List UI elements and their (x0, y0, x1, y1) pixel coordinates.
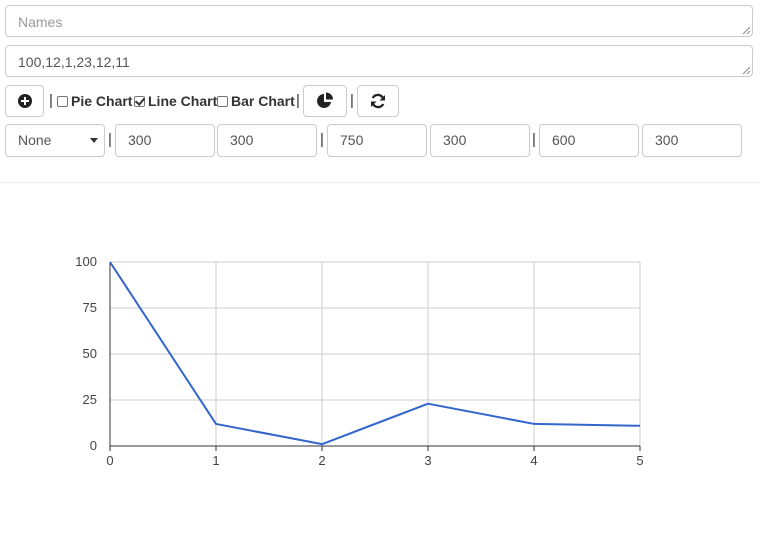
data-point (108, 260, 112, 264)
y-tick-label: 50 (83, 346, 97, 361)
size-field-2[interactable]: 300 (217, 124, 317, 157)
separator: | (296, 92, 300, 109)
size-field-1[interactable]: 300 (115, 124, 215, 157)
y-tick-label: 100 (75, 254, 97, 269)
names-placeholder: Names (18, 14, 63, 30)
y-tick-label: 75 (83, 300, 97, 315)
line-chart-option[interactable]: Line Chart (134, 93, 217, 109)
data-point (320, 442, 324, 446)
plus-circle-icon (17, 94, 32, 108)
series-line (109, 261, 641, 446)
x-tick-label: 1 (212, 453, 219, 468)
pie-chart-icon (317, 92, 333, 108)
separator: | (350, 92, 354, 109)
refresh-icon (371, 93, 385, 109)
x-tick-label: 2 (318, 453, 325, 468)
line-chart-label: Line Chart (148, 93, 218, 109)
y-tick-label: 0 (90, 438, 97, 453)
data-point (532, 422, 536, 426)
pie-chart-label: Pie Chart (71, 93, 133, 109)
pie-chart-option[interactable]: Pie Chart (57, 93, 132, 109)
x-tick-label: 0 (106, 453, 113, 468)
size-field-6[interactable]: 300 (642, 124, 742, 157)
draw-chart-button[interactable] (303, 85, 347, 117)
size-field-3[interactable]: 750 (327, 124, 427, 157)
separator: | (108, 131, 112, 148)
x-tick-label: 3 (424, 453, 431, 468)
separator: | (320, 131, 324, 148)
size-field-4[interactable]: 300 (430, 124, 530, 157)
names-textarea[interactable]: Names (5, 5, 753, 37)
bar-chart-option[interactable]: Bar Chart (217, 93, 295, 109)
x-tick-label: 5 (636, 453, 643, 468)
pie-chart-checkbox[interactable] (57, 95, 68, 107)
separator: | (49, 92, 53, 109)
bar-chart-label: Bar Chart (231, 93, 295, 109)
values-text: 100,12,1,23,12,11 (18, 54, 130, 70)
values-textarea[interactable]: 100,12,1,23,12,11 (5, 45, 753, 77)
color-scheme-select[interactable]: None (5, 124, 105, 157)
x-tick-label: 4 (530, 453, 537, 468)
divider (0, 182, 760, 183)
chevron-down-icon (90, 138, 98, 143)
data-point (426, 402, 430, 406)
resize-grip-icon[interactable] (742, 66, 750, 74)
y-tick-label: 25 (83, 392, 97, 407)
select-value: None (18, 132, 52, 148)
size-field-5[interactable]: 600 (539, 124, 639, 157)
separator: | (532, 131, 536, 148)
line-chart-checkbox[interactable] (134, 95, 145, 107)
data-point (638, 424, 642, 428)
bar-chart-checkbox[interactable] (217, 95, 228, 107)
resize-grip-icon[interactable] (742, 26, 750, 34)
refresh-button[interactable] (357, 85, 399, 117)
data-point (214, 422, 218, 426)
add-button[interactable] (5, 85, 44, 117)
